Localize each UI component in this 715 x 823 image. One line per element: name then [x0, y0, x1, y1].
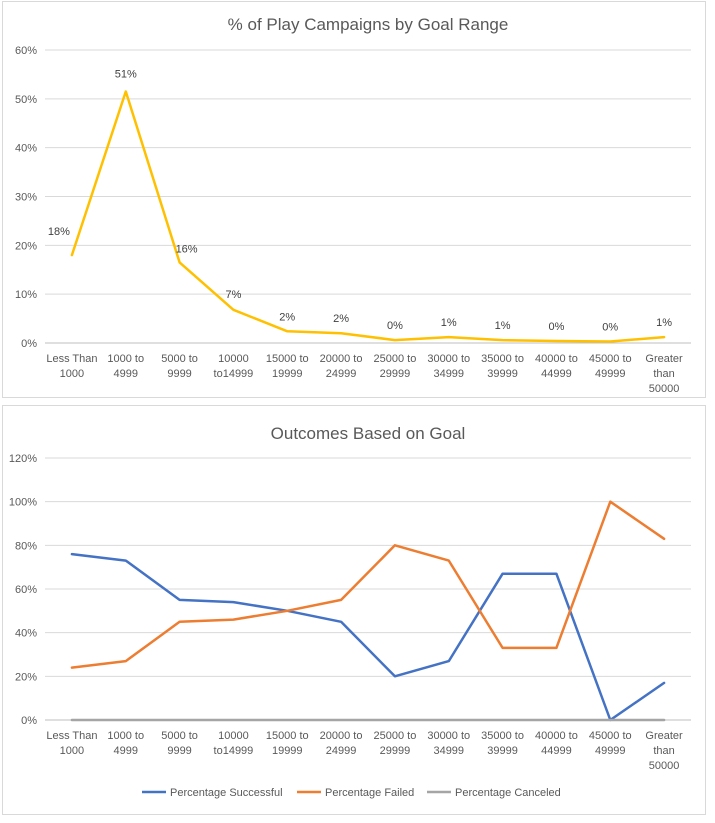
y-tick-label: 20%	[15, 671, 37, 683]
legend-label-2: Percentage Canceled	[455, 787, 561, 799]
y-tick-label: 60%	[15, 584, 37, 596]
x-tick-label: Greater than 50000	[645, 730, 683, 772]
x-tick-label: Greater than 50000	[645, 353, 683, 395]
legend-label-0: Percentage Successful	[170, 787, 283, 799]
data-label: 0%	[602, 322, 618, 334]
chart-goal-range: % of Play Campaigns by Goal Range 0% 10% 20…	[15, 15, 691, 395]
legend-label-1: Percentage Failed	[325, 787, 414, 799]
y-tick-label: 10%	[15, 289, 37, 301]
chart-outcomes-panel: Outcomes Based on Goal 0% 20% 40% 60% 80% 100%…	[2, 405, 706, 815]
data-label: 1%	[441, 317, 457, 329]
x-tick-label: 5000 to 9999	[161, 353, 198, 380]
y-tick-label: 40%	[15, 143, 37, 155]
x-tick-label: 25000 to 29999	[374, 730, 417, 757]
x-tick-label: 30000 to 34999	[427, 353, 470, 380]
x-tick-label: 20000 to 24999	[320, 730, 363, 757]
series-line-0	[70, 552, 666, 722]
x-tick-label: 25000 to 29999	[374, 353, 417, 380]
x-tick-label: 40000 to 44999	[535, 730, 578, 757]
chart-title: % of Play Campaigns by Goal Range	[228, 15, 509, 34]
y-tick-label: 50%	[15, 94, 37, 106]
data-label: 51%	[115, 69, 137, 81]
x-tick-label: 10000 to14999	[214, 353, 254, 380]
chart-title: Outcomes Based on Goal	[271, 424, 466, 443]
y-tick-label: 0%	[21, 338, 37, 350]
x-tick-label: 10000 to14999	[214, 730, 254, 757]
x-tick-label: 35000 to 39999	[481, 353, 524, 380]
x-tick-label: 15000 to 19999	[266, 353, 309, 380]
data-label: 1%	[495, 320, 511, 332]
x-tick-label: Less Than 1000	[46, 353, 97, 380]
y-tick-label: 30%	[15, 192, 37, 204]
series-line-1	[70, 500, 666, 669]
x-tick-label: 5000 to 9999	[161, 730, 198, 757]
chart-goal-range-panel: % of Play Campaigns by Goal Range 0% 10% 20…	[2, 1, 706, 398]
y-tick-label: 80%	[15, 540, 37, 552]
chart-outcomes: Outcomes Based on Goal 0% 20% 40% 60% 80% 100%…	[9, 424, 691, 799]
y-tick-label: 20%	[15, 240, 37, 252]
data-label: 0%	[387, 320, 403, 332]
data-label: 2%	[279, 311, 295, 323]
x-tick-label: 1000 to 4999	[107, 353, 144, 380]
y-tick-label: 120%	[9, 453, 37, 465]
data-label: 1%	[656, 317, 672, 329]
data-label: 0%	[548, 321, 564, 333]
x-tick-label: 15000 to 19999	[266, 730, 309, 757]
x-tick-label: 45000 to 49999	[589, 353, 632, 380]
y-tick-label: 40%	[15, 628, 37, 640]
data-label: 2%	[333, 313, 349, 325]
x-tick-label: 45000 to 49999	[589, 730, 632, 757]
y-tick-label: 60%	[15, 45, 37, 57]
x-tick-label: Less Than 1000	[46, 730, 97, 757]
y-tick-label: 0%	[21, 715, 37, 727]
y-tick-label: 100%	[9, 497, 37, 509]
series-line-0	[70, 90, 666, 343]
x-tick-label: 20000 to 24999	[320, 353, 363, 380]
x-tick-label: 1000 to 4999	[107, 730, 144, 757]
x-tick-label: 40000 to 44999	[535, 353, 578, 380]
data-label: 16%	[176, 243, 198, 255]
x-tick-label: 30000 to 34999	[427, 730, 470, 757]
data-label: 18%	[48, 226, 70, 238]
data-label: 7%	[225, 289, 241, 301]
x-tick-label: 35000 to 39999	[481, 730, 524, 757]
